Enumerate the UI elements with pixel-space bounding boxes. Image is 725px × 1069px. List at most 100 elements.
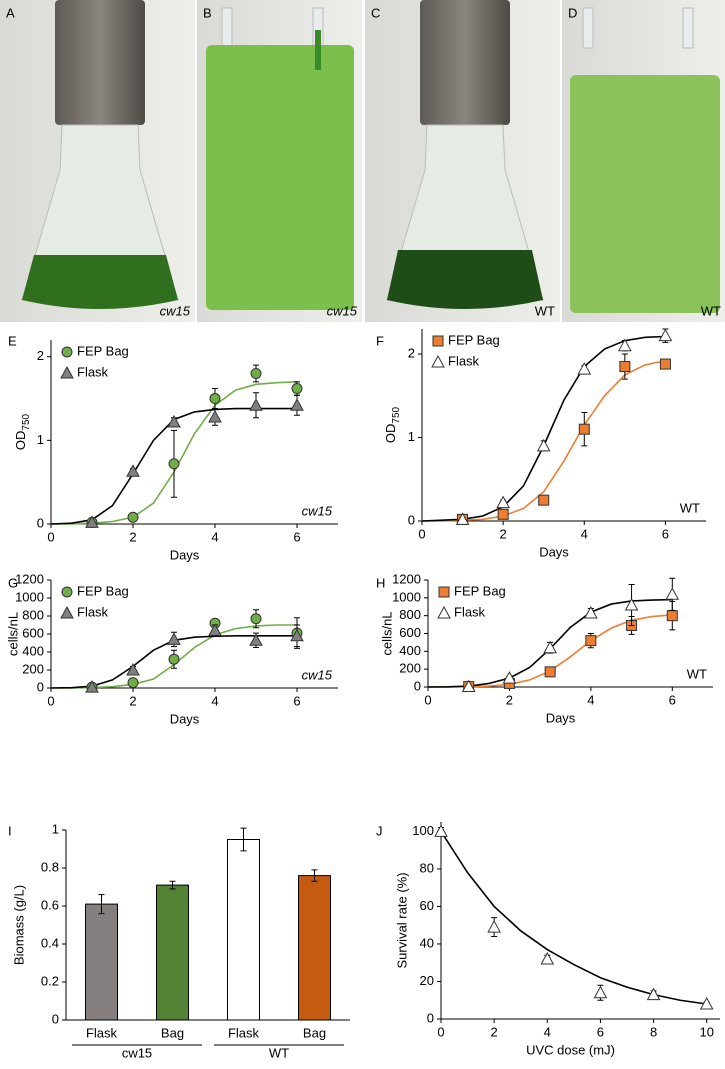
- point: [290, 398, 304, 411]
- x-tick-label: 2: [500, 526, 507, 541]
- y-axis-label-part: 750: [21, 413, 32, 430]
- y-tick-label: 400: [22, 643, 44, 658]
- bar: [156, 884, 189, 1021]
- y-tick-label: 200: [399, 661, 421, 676]
- x-tick-label: 6: [293, 529, 300, 544]
- y-axis-label: OD750: [383, 406, 401, 443]
- point: [577, 362, 592, 375]
- x-axis-label: Days: [546, 710, 576, 725]
- point: [249, 633, 263, 646]
- y-tick-label: 0.2: [41, 973, 59, 988]
- y-tick-label: 20: [420, 973, 434, 988]
- y-tick-label: 600: [399, 625, 421, 640]
- y-tick-label: 1: [52, 821, 59, 836]
- x-axis-label: Days: [539, 544, 569, 559]
- y-tick-label: 0: [414, 678, 421, 693]
- legend-label: FEP Bag: [77, 343, 129, 358]
- photo-caption: cw15: [327, 303, 358, 318]
- x-tick-label: 2: [129, 693, 136, 708]
- point: [544, 666, 556, 678]
- photo-c: C WT: [365, 0, 560, 322]
- y-tick-label: 0: [37, 515, 44, 530]
- x-tick-label: Bag: [161, 1025, 184, 1040]
- point: [593, 985, 608, 999]
- y-axis-label: Survival rate (%): [394, 872, 409, 968]
- panel-label: F: [376, 333, 384, 348]
- y-tick-label: 200: [22, 661, 44, 676]
- point: [434, 824, 448, 837]
- y-tick-label: 800: [22, 607, 44, 622]
- legend-marker: [432, 335, 444, 347]
- y-tick-label: 0: [52, 1011, 59, 1026]
- x-tick-label: 6: [597, 1024, 604, 1039]
- error-bar: [240, 827, 247, 852]
- y-tick-label: 1000: [15, 589, 44, 604]
- x-tick-label: 8: [650, 1024, 657, 1039]
- y-axis-label-part: OD: [13, 431, 28, 451]
- group-label: cw15: [122, 1045, 152, 1060]
- legend-label: FEP Bag: [454, 583, 506, 598]
- y-tick-label: 60: [420, 898, 434, 913]
- point: [461, 679, 476, 693]
- y-tick-label: 100: [412, 823, 434, 838]
- bar: [298, 875, 331, 1021]
- point: [127, 677, 139, 689]
- x-tick-label: 4: [211, 693, 218, 708]
- point: [126, 662, 140, 676]
- point: [502, 671, 517, 684]
- y-tick-label: 0.4: [41, 935, 59, 950]
- photo-label: B: [203, 5, 212, 20]
- y-tick-label: 2: [408, 345, 415, 360]
- x-tick-label: 0: [47, 693, 54, 708]
- photo-label: C: [371, 5, 380, 20]
- y-tick-label: 1: [37, 432, 44, 447]
- y-tick-label: 0: [427, 1010, 434, 1025]
- point: [543, 640, 557, 654]
- legend-label: FEP Bag: [77, 583, 129, 598]
- y-tick-label: 400: [399, 643, 421, 658]
- x-tick-label: 4: [587, 692, 594, 707]
- point: [250, 367, 262, 379]
- x-tick-label: 2: [506, 692, 513, 707]
- point: [618, 338, 632, 352]
- x-axis-label: Days: [170, 711, 200, 726]
- bar: [85, 903, 118, 1021]
- x-tick-label: 0: [437, 1024, 444, 1039]
- y-tick-label: 80: [420, 860, 434, 875]
- y-tick-label: 0.6: [41, 897, 59, 912]
- x-tick-label: 4: [581, 526, 588, 541]
- error-bar: [169, 880, 176, 890]
- panel-label: H: [376, 575, 385, 590]
- x-tick-label: Flask: [86, 1025, 118, 1040]
- point: [291, 383, 303, 395]
- y-tick-label: 0: [37, 679, 44, 694]
- x-axis-label: UVC dose (mJ): [526, 1042, 615, 1057]
- point: [208, 623, 222, 636]
- legend-marker: [60, 365, 74, 379]
- x-tick-label: 0: [418, 526, 425, 541]
- legend-marker: [431, 354, 445, 368]
- x-tick-label: 4: [544, 1024, 551, 1039]
- photo-caption: WT: [701, 303, 721, 318]
- y-tick-label: 0: [408, 512, 415, 527]
- point: [540, 951, 555, 965]
- x-tick-label: Bag: [303, 1025, 326, 1040]
- point: [168, 458, 180, 470]
- point: [584, 605, 598, 619]
- y-axis-label-part: 750: [391, 406, 402, 423]
- point: [496, 495, 510, 509]
- point: [290, 628, 304, 642]
- bar: [227, 839, 260, 1021]
- x-tick-label: 6: [293, 693, 300, 708]
- legend-label: Flask: [448, 353, 480, 368]
- panel-label: I: [8, 823, 12, 838]
- y-tick-label: 1000: [392, 589, 421, 604]
- legend-label: FEP Bag: [448, 332, 500, 347]
- y-tick-label: 800: [399, 607, 421, 622]
- photo-label: A: [6, 5, 15, 20]
- legend-marker: [438, 586, 450, 598]
- point: [666, 610, 678, 622]
- photo-d: D WT: [562, 0, 725, 322]
- group-label: WT: [269, 1045, 289, 1060]
